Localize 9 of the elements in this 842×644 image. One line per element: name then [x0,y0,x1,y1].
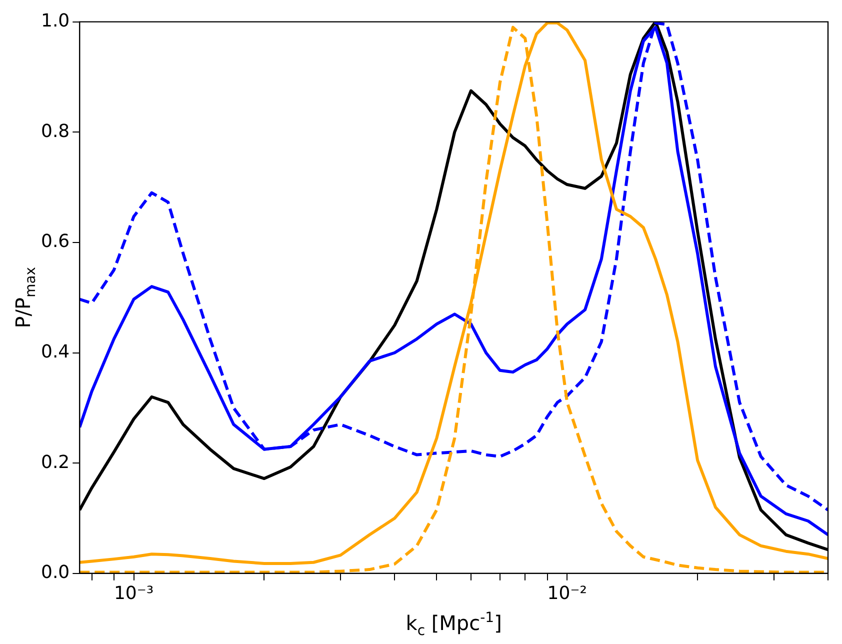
y-tick-label: 0.4 [40,341,70,362]
y-tick-label: 0.0 [40,562,70,584]
x-tick-label: 10⁻² [547,582,587,604]
y-tick-label: 0.8 [40,120,70,142]
y-tick-label: 0.6 [40,231,70,252]
y-tick-label: 0.2 [40,452,70,473]
x-tick-label: 10⁻³ [114,582,154,604]
y-axis-title: P/Pmax [11,266,39,328]
y-tick-label: 1.0 [40,10,70,32]
